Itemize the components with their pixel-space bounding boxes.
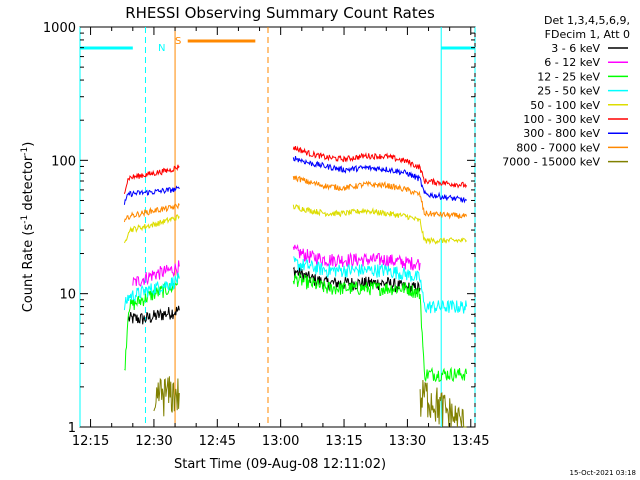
legend-label-8: 7000 - 15000 keV — [502, 156, 600, 169]
x-tick-label-6: 13:45 — [452, 434, 489, 449]
series-7-segment-2 — [292, 175, 468, 220]
y-tick-label-0: 1 — [68, 421, 76, 436]
footer-date: 15-Oct-2021 03:18 — [570, 469, 636, 477]
y-axis-label-main: Count Rate (s — [21, 224, 36, 313]
legend-label-3: 25 - 50 keV — [537, 85, 600, 98]
x-axis-label: Start Time (09-Aug-08 12:11:02) — [174, 457, 386, 472]
flag-layer — [79, 27, 476, 427]
series-layer — [123, 145, 468, 428]
night-flag-label: N — [158, 43, 165, 54]
x-axis: 12:15 12:30 12:45 13:00 13:15 13:30 13:45 — [72, 27, 490, 449]
legend-header-line-2: FDecim 1, Att 0 — [545, 28, 630, 41]
y-axis: 1 10 100 1000 — [43, 21, 475, 436]
series-1-segment-0 — [132, 260, 180, 287]
legend-header-line-1: Det 1,3,4,5,6,9, — [544, 14, 630, 27]
chart-title: RHESSI Observing Summary Count Rates — [125, 4, 435, 22]
series-4-segment-2 — [292, 203, 467, 245]
series-5-segment-1 — [123, 164, 180, 194]
x-tick-label-3: 13:00 — [262, 434, 299, 449]
legend-label-6: 300 - 800 keV — [523, 127, 600, 140]
series-4-segment-1 — [123, 214, 180, 244]
series-5-segment-2 — [292, 145, 468, 189]
legend-label-2: 12 - 25 keV — [537, 70, 600, 83]
series-8-segment-1 — [153, 376, 180, 417]
series-7-segment-1 — [123, 203, 180, 223]
series-6-segment-2 — [292, 156, 468, 204]
x-tick-label-2: 12:45 — [199, 434, 236, 449]
legend-label-5: 100 - 300 keV — [523, 113, 600, 126]
y-tick-label-3: 1000 — [43, 21, 76, 36]
series-8-segment-3 — [419, 379, 467, 428]
y-axis-label-sup1: -1 — [20, 215, 30, 224]
legend-label-7: 800 - 7000 keV — [516, 141, 600, 154]
y-tick-label-1: 10 — [59, 288, 76, 303]
series-0-segment-1 — [292, 266, 421, 296]
y-axis-label-mid: detector — [21, 155, 36, 215]
series-2-segment-2 — [292, 272, 468, 383]
x-tick-label-4: 13:15 — [325, 434, 362, 449]
legend-label-1: 6 - 12 keV — [544, 56, 600, 69]
legend: Det 1,3,4,5,6,9, FDecim 1, Att 0 3 - 6 k… — [502, 14, 630, 169]
y-tick-label-2: 100 — [51, 154, 76, 169]
x-tick-label-5: 13:30 — [389, 434, 426, 449]
y-axis-label-end: ) — [21, 142, 36, 147]
series-0-segment-0 — [128, 305, 180, 325]
saa-flag-label: S — [175, 36, 181, 47]
series-1-segment-1 — [292, 243, 421, 271]
legend-label-4: 50 - 100 keV — [530, 99, 600, 112]
series-3-segment-1 — [123, 272, 180, 311]
x-tick-label-1: 12:30 — [135, 434, 172, 449]
y-axis-label: Count Rate (s-1 detector-1) — [20, 142, 36, 313]
legend-label-0: 3 - 6 keV — [551, 42, 600, 55]
y-axis-label-sup2: -1 — [20, 147, 30, 156]
x-tick-label-0: 12:15 — [72, 434, 109, 449]
series-6-segment-1 — [123, 185, 180, 205]
series-3-segment-2 — [293, 256, 468, 314]
